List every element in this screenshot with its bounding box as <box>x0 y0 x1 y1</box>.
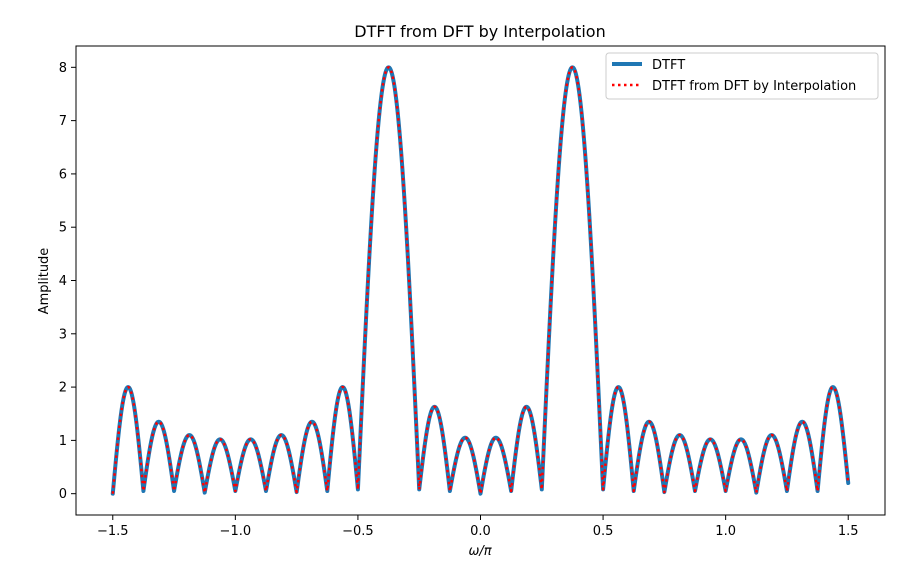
y-tick-label: 6 <box>59 167 67 182</box>
x-tick-label: −0.5 <box>342 524 374 539</box>
x-tick-label: 0.0 <box>470 524 491 539</box>
x-tick-label: −1.5 <box>97 524 129 539</box>
x-tick-label: 1.0 <box>715 524 736 539</box>
y-tick-label: 5 <box>59 221 67 236</box>
legend-box <box>605 52 879 100</box>
y-tick-label: 7 <box>59 114 67 129</box>
x-axis-label: ω/π <box>468 544 491 559</box>
y-tick-label: 4 <box>59 274 67 289</box>
y-axis-label: Amplitude <box>37 248 52 315</box>
x-axis: −1.5 −1.0 −0.5 0.0 0.5 1.0 1.5 <box>97 515 859 539</box>
series-line-dtft <box>110 65 851 496</box>
x-tick-label: 0.5 <box>593 524 614 539</box>
legend: DTFT DTFT from DFT by Interpolation <box>605 52 879 100</box>
y-tick-label: 2 <box>59 381 67 396</box>
x-tick-label: 1.5 <box>838 524 859 539</box>
x-tick-label: −1.0 <box>220 524 252 539</box>
series-layer <box>110 65 851 496</box>
plot-frame <box>75 45 886 516</box>
legend-label-dtft: DTFT <box>652 58 685 73</box>
chart-title: DTFT from DFT by Interpolation <box>354 22 605 41</box>
y-tick-label: 3 <box>59 327 67 342</box>
legend-label-interp: DTFT from DFT by Interpolation <box>652 79 856 94</box>
y-tick-label: 0 <box>59 487 67 502</box>
y-tick-label: 1 <box>59 434 67 449</box>
series-line-interpolated <box>111 66 850 495</box>
y-axis: 0 1 2 3 4 5 6 7 8 <box>59 61 76 502</box>
y-tick-label: 8 <box>59 61 67 76</box>
